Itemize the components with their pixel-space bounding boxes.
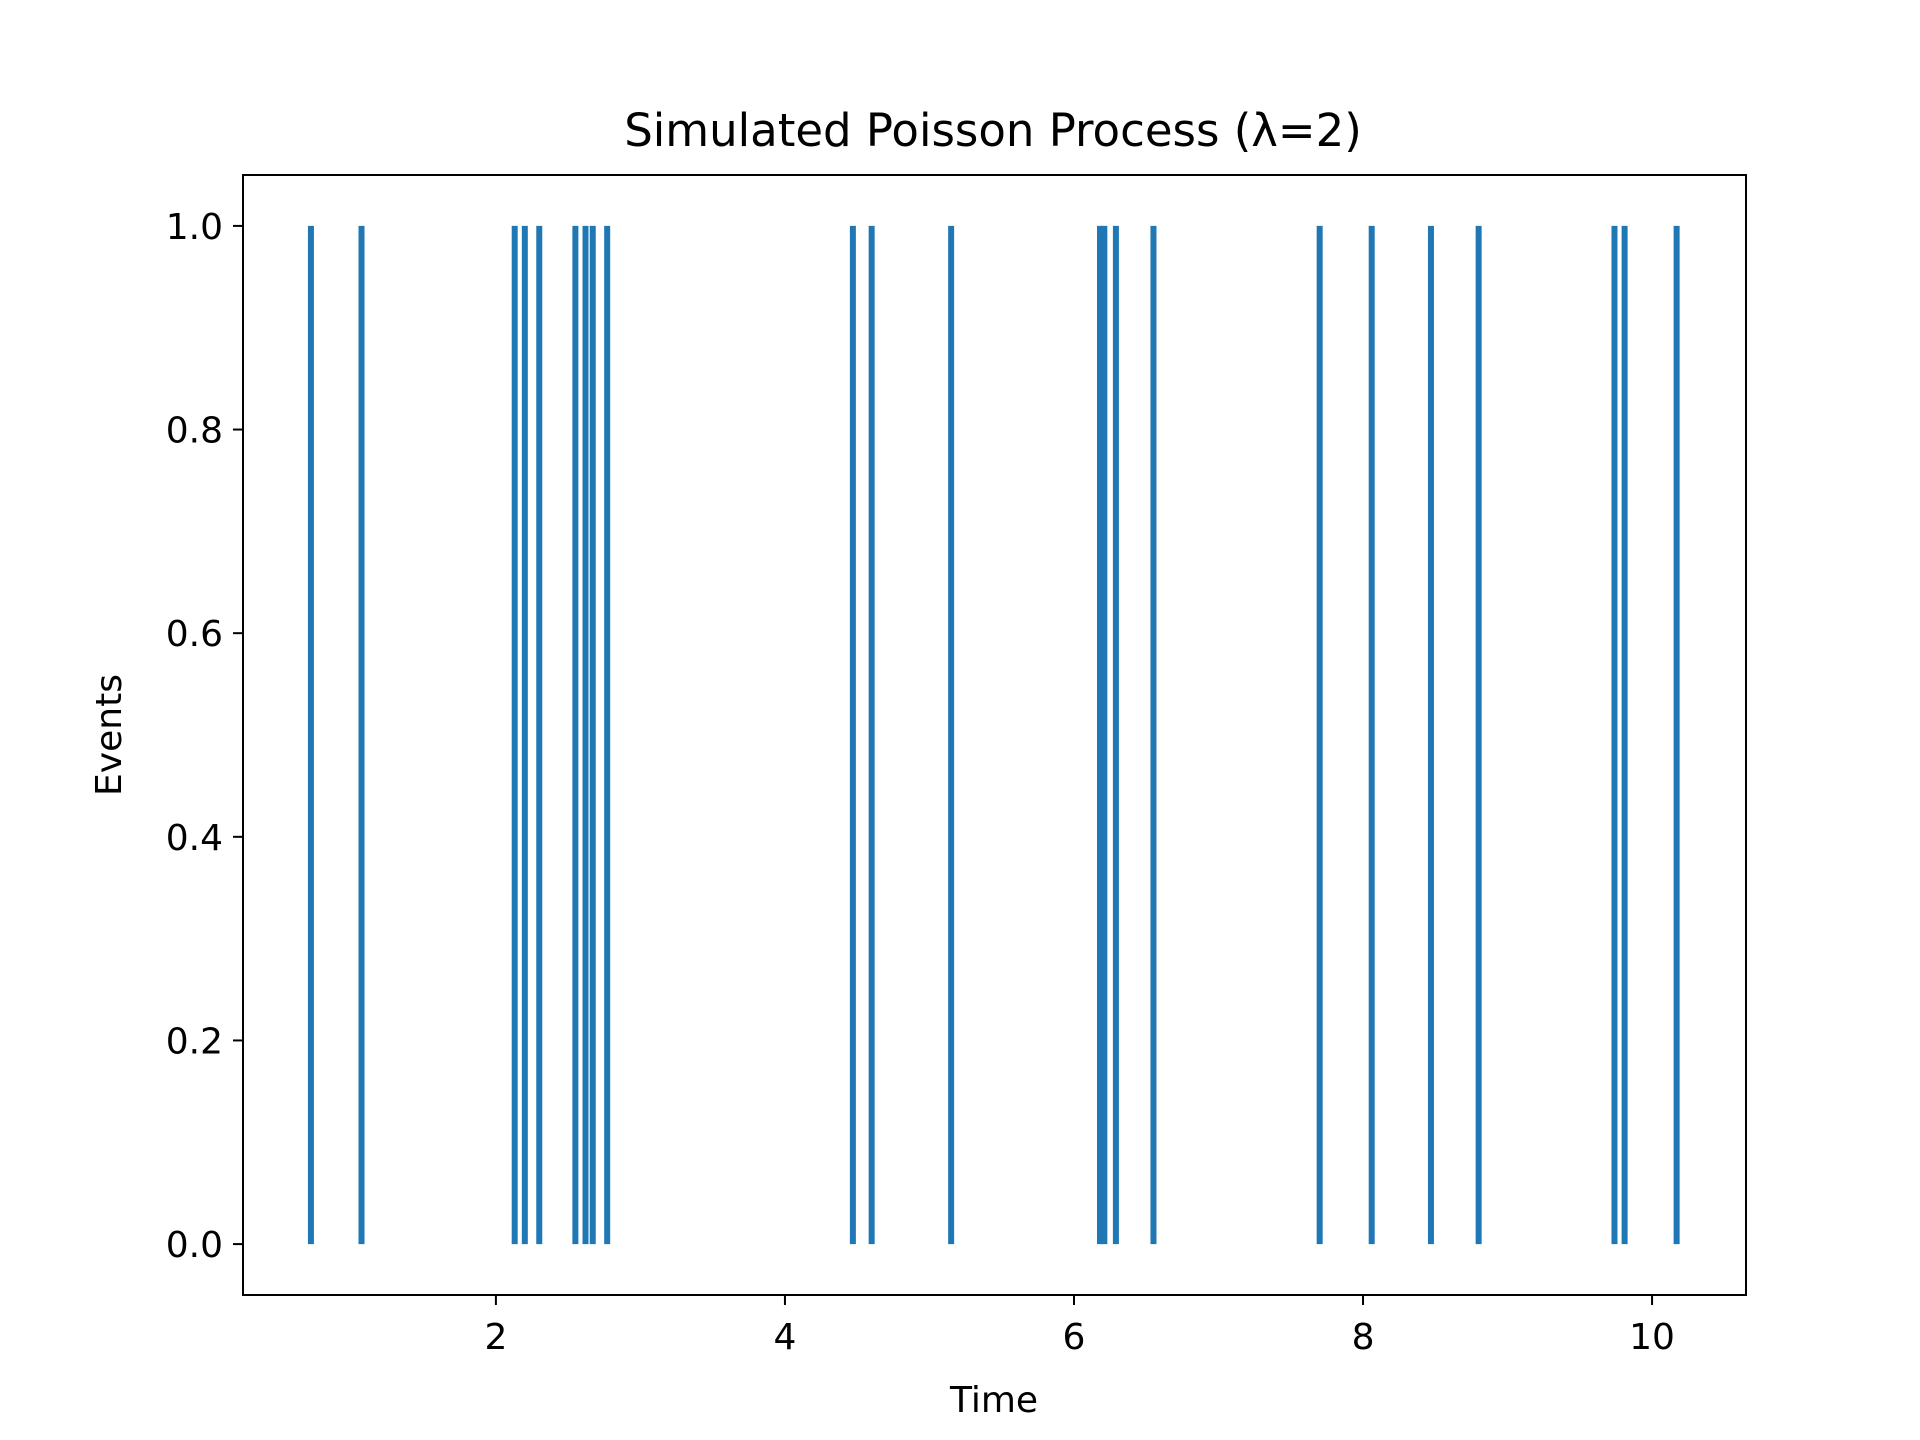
y-tick-label-4: 0.8 — [166, 411, 223, 452]
x-tick-label-4: 10 — [1629, 1317, 1675, 1358]
y-tick-label-2: 0.4 — [166, 818, 223, 859]
y-tick-label-0: 0.0 — [166, 1225, 223, 1266]
x-tick-label-1: 4 — [773, 1317, 796, 1358]
x-tick-label-3: 8 — [1352, 1317, 1375, 1358]
x-axis-ticks: 2 4 6 8 10 — [484, 1295, 1675, 1358]
x-tick-label-0: 2 — [484, 1317, 507, 1358]
event-lines — [307, 225, 1680, 1245]
y-axis-label: Events — [89, 674, 130, 796]
x-axis-label: Time — [949, 1380, 1038, 1421]
plot-frame — [242, 174, 1747, 1296]
x-tick-label-2: 6 — [1063, 1317, 1086, 1358]
y-tick-label-1: 0.2 — [166, 1021, 223, 1062]
y-tick-label-3: 0.6 — [166, 614, 223, 655]
chart-title: Simulated Poisson Process (λ=2) — [624, 104, 1362, 157]
y-tick-label-5: 1.0 — [166, 207, 223, 248]
y-axis-ticks: 0.0 0.2 0.4 0.6 0.8 1.0 — [166, 207, 243, 1266]
